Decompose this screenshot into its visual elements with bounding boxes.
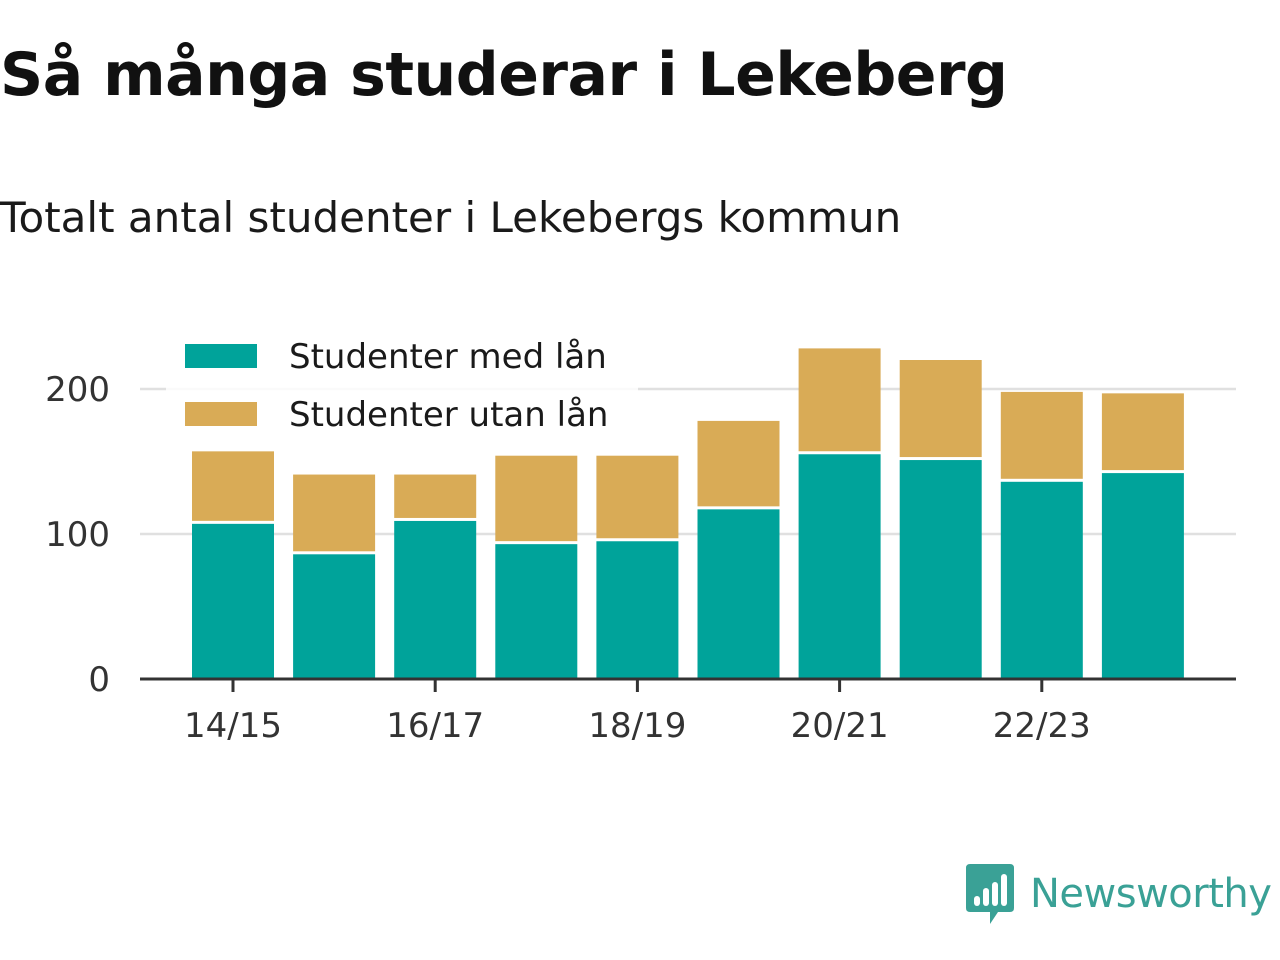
- bar-med-lan-19-20: [697, 509, 780, 679]
- bar-med-lan-20-21: [798, 454, 881, 679]
- bar-utan-lan-16-17: [394, 474, 477, 518]
- bar-utan-lan-15-16: [293, 474, 376, 552]
- bar-utan-lan-20-21: [798, 348, 881, 452]
- brand-logo: Newsworthy: [964, 862, 1272, 926]
- bar-utan-lan-14-15: [192, 451, 274, 521]
- page-subtitle: Totalt antal studenter i Lekebergs kommu…: [0, 193, 902, 242]
- bars: [192, 348, 1184, 679]
- page-title: Så många studerar i Lekeberg: [0, 40, 1008, 110]
- x-tick-label: 16/17: [386, 706, 484, 746]
- bar-med-lan-15-16: [293, 554, 376, 679]
- bar-utan-lan-18-19: [596, 455, 679, 539]
- x-tick-label: 20/21: [791, 706, 889, 746]
- bar-utan-lan-21-22: [899, 360, 982, 458]
- newsworthy-logo-icon: [966, 864, 1014, 924]
- bar-med-lan-17-18: [495, 544, 578, 679]
- bar-med-lan-23-24: [1101, 473, 1184, 679]
- x-tick-label: 14/15: [184, 706, 282, 746]
- y-tick-label: 0: [88, 660, 110, 700]
- axes: 0 100 200 14/15 16/17 18/19 20/21 22/23: [45, 370, 1236, 746]
- bar-med-lan-22-23: [1000, 481, 1083, 679]
- x-tick-label: 22/23: [993, 706, 1091, 746]
- bar-utan-lan-19-20: [697, 420, 780, 507]
- y-tick-label: 200: [45, 370, 110, 410]
- bar-med-lan-21-22: [899, 460, 982, 679]
- legend-label: Studenter med lån: [289, 337, 607, 377]
- legend-swatch: [185, 344, 257, 368]
- y-tick-label: 100: [45, 515, 110, 555]
- bar-utan-lan-22-23: [1000, 391, 1083, 479]
- x-tick-label: 18/19: [588, 706, 686, 746]
- bar-utan-lan-23-24: [1101, 393, 1184, 471]
- legend-label: Studenter utan lån: [289, 395, 608, 435]
- bar-med-lan-14-15: [192, 523, 274, 679]
- legend: Studenter med lån Studenter utan lån: [166, 328, 638, 440]
- stacked-bar-chart: 0 100 200 14/15 16/17 18/19 20/21 22/23 Student…: [45, 328, 1236, 746]
- brand-name: Newsworthy: [1030, 871, 1272, 917]
- bar-utan-lan-17-18: [495, 455, 578, 542]
- legend-swatch: [185, 402, 257, 426]
- bar-med-lan-18-19: [596, 541, 679, 679]
- bar-med-lan-16-17: [394, 520, 477, 679]
